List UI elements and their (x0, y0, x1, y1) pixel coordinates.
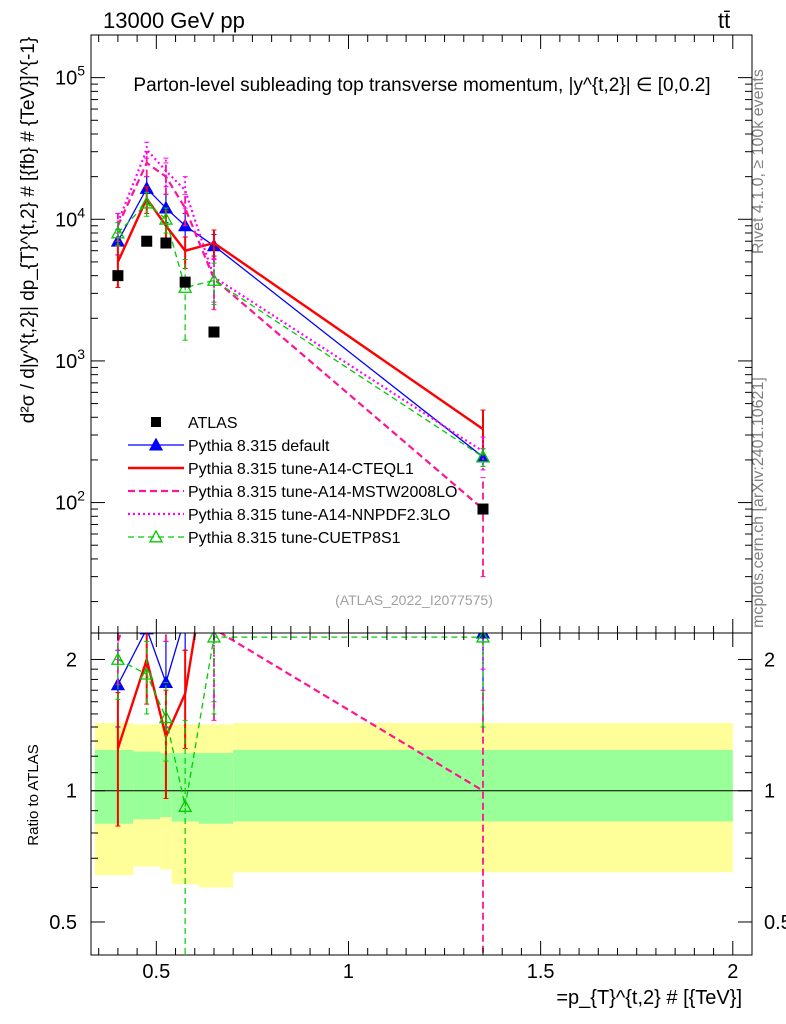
legend: ATLAS Pythia 8.315 default Pythia 8.315 tu… (128, 415, 457, 547)
ratio-y-tick-label-right: 2 (764, 649, 775, 671)
legend-marker-atlas (151, 417, 161, 427)
main-point-atlas (141, 235, 153, 247)
x-tick-label: 1.5 (527, 961, 555, 983)
main-point-cuetp8s1 (158, 211, 174, 225)
ratio-band-inner (133, 751, 161, 820)
ratio-point-cuetp8s1 (475, 633, 491, 643)
ratio-line-cuetp8s1 (117, 636, 483, 807)
ratio-y-tick-label-right: 1 (764, 781, 775, 803)
main-point-atlas (208, 326, 220, 338)
source-label: mcplots.cern.ch [arXiv:2401.10621] (750, 377, 767, 628)
main-series-default (110, 176, 491, 467)
x-tick-label: 2 (727, 961, 738, 983)
ratio-point-default (179, 611, 191, 622)
main-point-cuetp8s1 (475, 449, 491, 463)
axes: 102 103 104 105 0.5 0.5 1 1 2 2 0.5 1 1.5 2 (49, 34, 786, 983)
ratio-band-inner (94, 749, 134, 824)
main-y-axis-title: d²σ / d|y^{t,2}| dp_{T}^{t,2} # [{fb} # … (18, 37, 39, 423)
ratio-y-tick-label-right: 0.5 (764, 912, 786, 934)
main-point-cuetp8s1 (110, 225, 126, 239)
ratio-y-axis-title: Ratio to ATLAS (25, 744, 42, 845)
ratio-series-cuetp8s1 (110, 633, 491, 955)
main-series-cuetp8s1 (110, 191, 491, 467)
ratio-y-tick-label: 0.5 (49, 912, 77, 934)
rivet-version-label: Rivet 4.1.0, ≥ 100k events (750, 69, 767, 254)
ratio-panel-frame (90, 632, 753, 956)
main-series-nnpdf (115, 141, 486, 471)
main-series-mstw (115, 151, 486, 578)
legend-item-mstw: Pythia 8.315 tune-A14-MSTW2008LO (128, 484, 457, 501)
x-tick-label: 0.5 (142, 961, 170, 983)
main-y-tick-label: 103 (55, 346, 85, 373)
main-line-cuetp8s1 (117, 202, 484, 458)
main-plot-area (110, 141, 491, 578)
ratio-point-default (139, 633, 154, 635)
main-line-nnpdf (116, 147, 484, 453)
main-y-tick-label: 104 (55, 204, 85, 231)
main-series-cteql1 (115, 186, 486, 455)
ratio-band-inner (198, 753, 234, 824)
legend-marker-default (148, 437, 164, 451)
ratio-point-cuetp8s1 (110, 652, 126, 665)
ratio-y-tick-label: 1 (66, 781, 77, 803)
ratio-line-nnpdf (118, 510, 483, 629)
legend-item-nnpdf: Pythia 8.315 tune-A14-NNPDF2.3LO (128, 507, 450, 524)
main-point-cuetp8s1 (206, 273, 222, 286)
legend-label-atlas: ATLAS (188, 415, 238, 432)
main-point-atlas (179, 276, 191, 288)
ratio-line-default (117, 633, 483, 686)
ratio-point-cuetp8s1 (178, 799, 193, 812)
legend-label-cuetp8s1: Pythia 8.315 tune-CUETP8S1 (188, 530, 401, 547)
ratio-uncertainty-bands (91, 722, 752, 888)
main-point-cuetp8s1 (139, 195, 154, 209)
legend-label-cteql1: Pythia 8.315 tune-A14-CTEQL1 (188, 461, 414, 478)
x-tick-label: 1 (343, 961, 354, 983)
x-axis-title: =p_{T}^{t,2} # [{TeV}] (556, 987, 742, 1009)
main-point-atlas (160, 237, 172, 249)
main-line-cteql1 (116, 196, 484, 431)
legend-label-default: Pythia 8.315 default (188, 438, 330, 455)
legend-item-atlas: ATLAS (151, 415, 238, 432)
legend-label-nnpdf: Pythia 8.315 tune-A14-NNPDF2.3LO (188, 507, 450, 524)
main-y-tick-label: 102 (55, 488, 85, 515)
plot-title: Parton-level subleading top transverse m… (133, 75, 710, 96)
ratio-y-tick-label: 2 (66, 649, 77, 671)
analysis-tag: (ATLAS_2022_I2077575) (335, 592, 493, 608)
legend-marker-cuetp8s1 (148, 529, 164, 543)
ratio-line-cteql1 (116, 633, 197, 749)
ratio-point-cuetp8s1 (158, 710, 174, 724)
main-point-atlas (477, 503, 489, 515)
legend-item-cteql1: Pythia 8.315 tune-A14-CTEQL1 (128, 461, 414, 478)
main-point-atlas (112, 270, 124, 282)
legend-item-default: Pythia 8.315 default (128, 437, 330, 455)
legend-item-cuetp8s1: Pythia 8.315 tune-CUETP8S1 (128, 529, 401, 547)
process-label: tt̄ (718, 8, 730, 33)
ratio-line-mstw (116, 633, 484, 792)
main-y-tick-label: 105 (55, 63, 85, 90)
energy-label: 13000 GeV pp (103, 8, 245, 33)
legend-label-mstw: Pythia 8.315 tune-A14-MSTW2008LO (188, 484, 457, 501)
main-line-default (117, 187, 484, 458)
ratio-point-cuetp8s1 (139, 666, 154, 680)
ratio-point-cuetp8s1 (206, 633, 222, 643)
main-line-mstw (116, 161, 484, 510)
